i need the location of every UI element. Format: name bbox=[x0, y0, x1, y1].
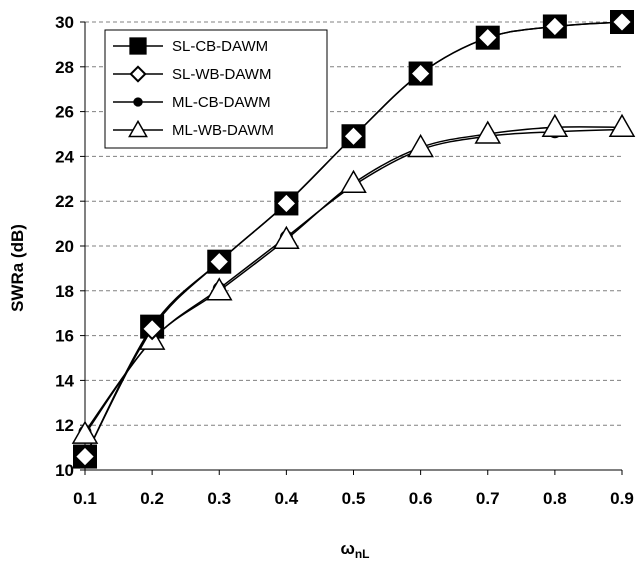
series-4-point bbox=[407, 133, 434, 158]
legend-marker bbox=[129, 65, 147, 83]
series-4-point bbox=[541, 113, 569, 138]
x-axis-label: ωnL bbox=[340, 539, 369, 561]
x-tick-label: 0.1 bbox=[73, 489, 97, 508]
legend-label: SL-CB-DAWM bbox=[172, 38, 268, 55]
series-2-point bbox=[274, 192, 298, 215]
x-tick-label: 0.3 bbox=[207, 489, 231, 508]
y-tick-label: 12 bbox=[55, 416, 74, 435]
axes bbox=[80, 21, 623, 475]
series-2-point bbox=[140, 317, 164, 341]
series-2-point bbox=[342, 124, 365, 148]
series-4-point bbox=[340, 169, 367, 194]
series-2-point bbox=[409, 62, 433, 85]
series-2-point bbox=[207, 250, 231, 274]
series-4-point bbox=[474, 120, 502, 144]
x-tick-label: 0.7 bbox=[476, 489, 500, 508]
legend: SL-CB-DAWM SL-WB-DAWM ML-CB-DAWM ML-WB-DAWM bbox=[104, 29, 328, 149]
y-tick-label: 14 bbox=[55, 371, 74, 390]
y-tick-label: 22 bbox=[55, 192, 74, 211]
x-tick-label: 0.8 bbox=[543, 489, 567, 508]
y-tick-label: 26 bbox=[55, 103, 74, 122]
series-4-point bbox=[273, 225, 300, 250]
tick-labels: 10 12 14 16 18 20 22 24 26 28 30 0.1 0.2 0.3 0.4 0.5 0.6… bbox=[55, 13, 634, 508]
x-tick-label: 0.9 bbox=[610, 489, 634, 508]
series-2-point bbox=[610, 10, 634, 34]
legend-marker bbox=[128, 119, 148, 138]
y-tick-label: 20 bbox=[55, 237, 74, 256]
legend-label: ML-WB-DAWM bbox=[172, 122, 274, 139]
x-tick-label: 0.6 bbox=[409, 489, 433, 508]
y-tick-label: 18 bbox=[55, 282, 74, 301]
x-axis-label-main: ω bbox=[340, 539, 354, 558]
y-tick-label: 10 bbox=[55, 461, 74, 480]
series-4-point bbox=[71, 420, 99, 444]
legend-marker bbox=[129, 37, 147, 55]
x-tick-label: 0.5 bbox=[342, 489, 366, 508]
series-2-point bbox=[73, 445, 97, 468]
series-2-point bbox=[476, 26, 500, 50]
series-4-point bbox=[608, 113, 636, 138]
series-4-point bbox=[205, 277, 233, 301]
series-2-point bbox=[543, 15, 567, 38]
legend-marker bbox=[133, 97, 143, 107]
grid-lines bbox=[85, 21, 622, 426]
y-tick-label: 30 bbox=[55, 13, 74, 32]
series-layer bbox=[71, 10, 636, 469]
x-axis-label-sub: nL bbox=[355, 547, 370, 561]
y-axis-label: SWRa (dB) bbox=[8, 224, 27, 312]
x-tick-label: 0.2 bbox=[140, 489, 164, 508]
x-tick-label: 0.4 bbox=[275, 489, 299, 508]
legend-label: ML-CB-DAWM bbox=[172, 94, 271, 111]
y-tick-label: 24 bbox=[55, 147, 74, 166]
legend-label: SL-WB-DAWM bbox=[172, 66, 271, 83]
y-tick-label: 16 bbox=[55, 327, 74, 346]
y-tick-label: 28 bbox=[55, 58, 74, 77]
